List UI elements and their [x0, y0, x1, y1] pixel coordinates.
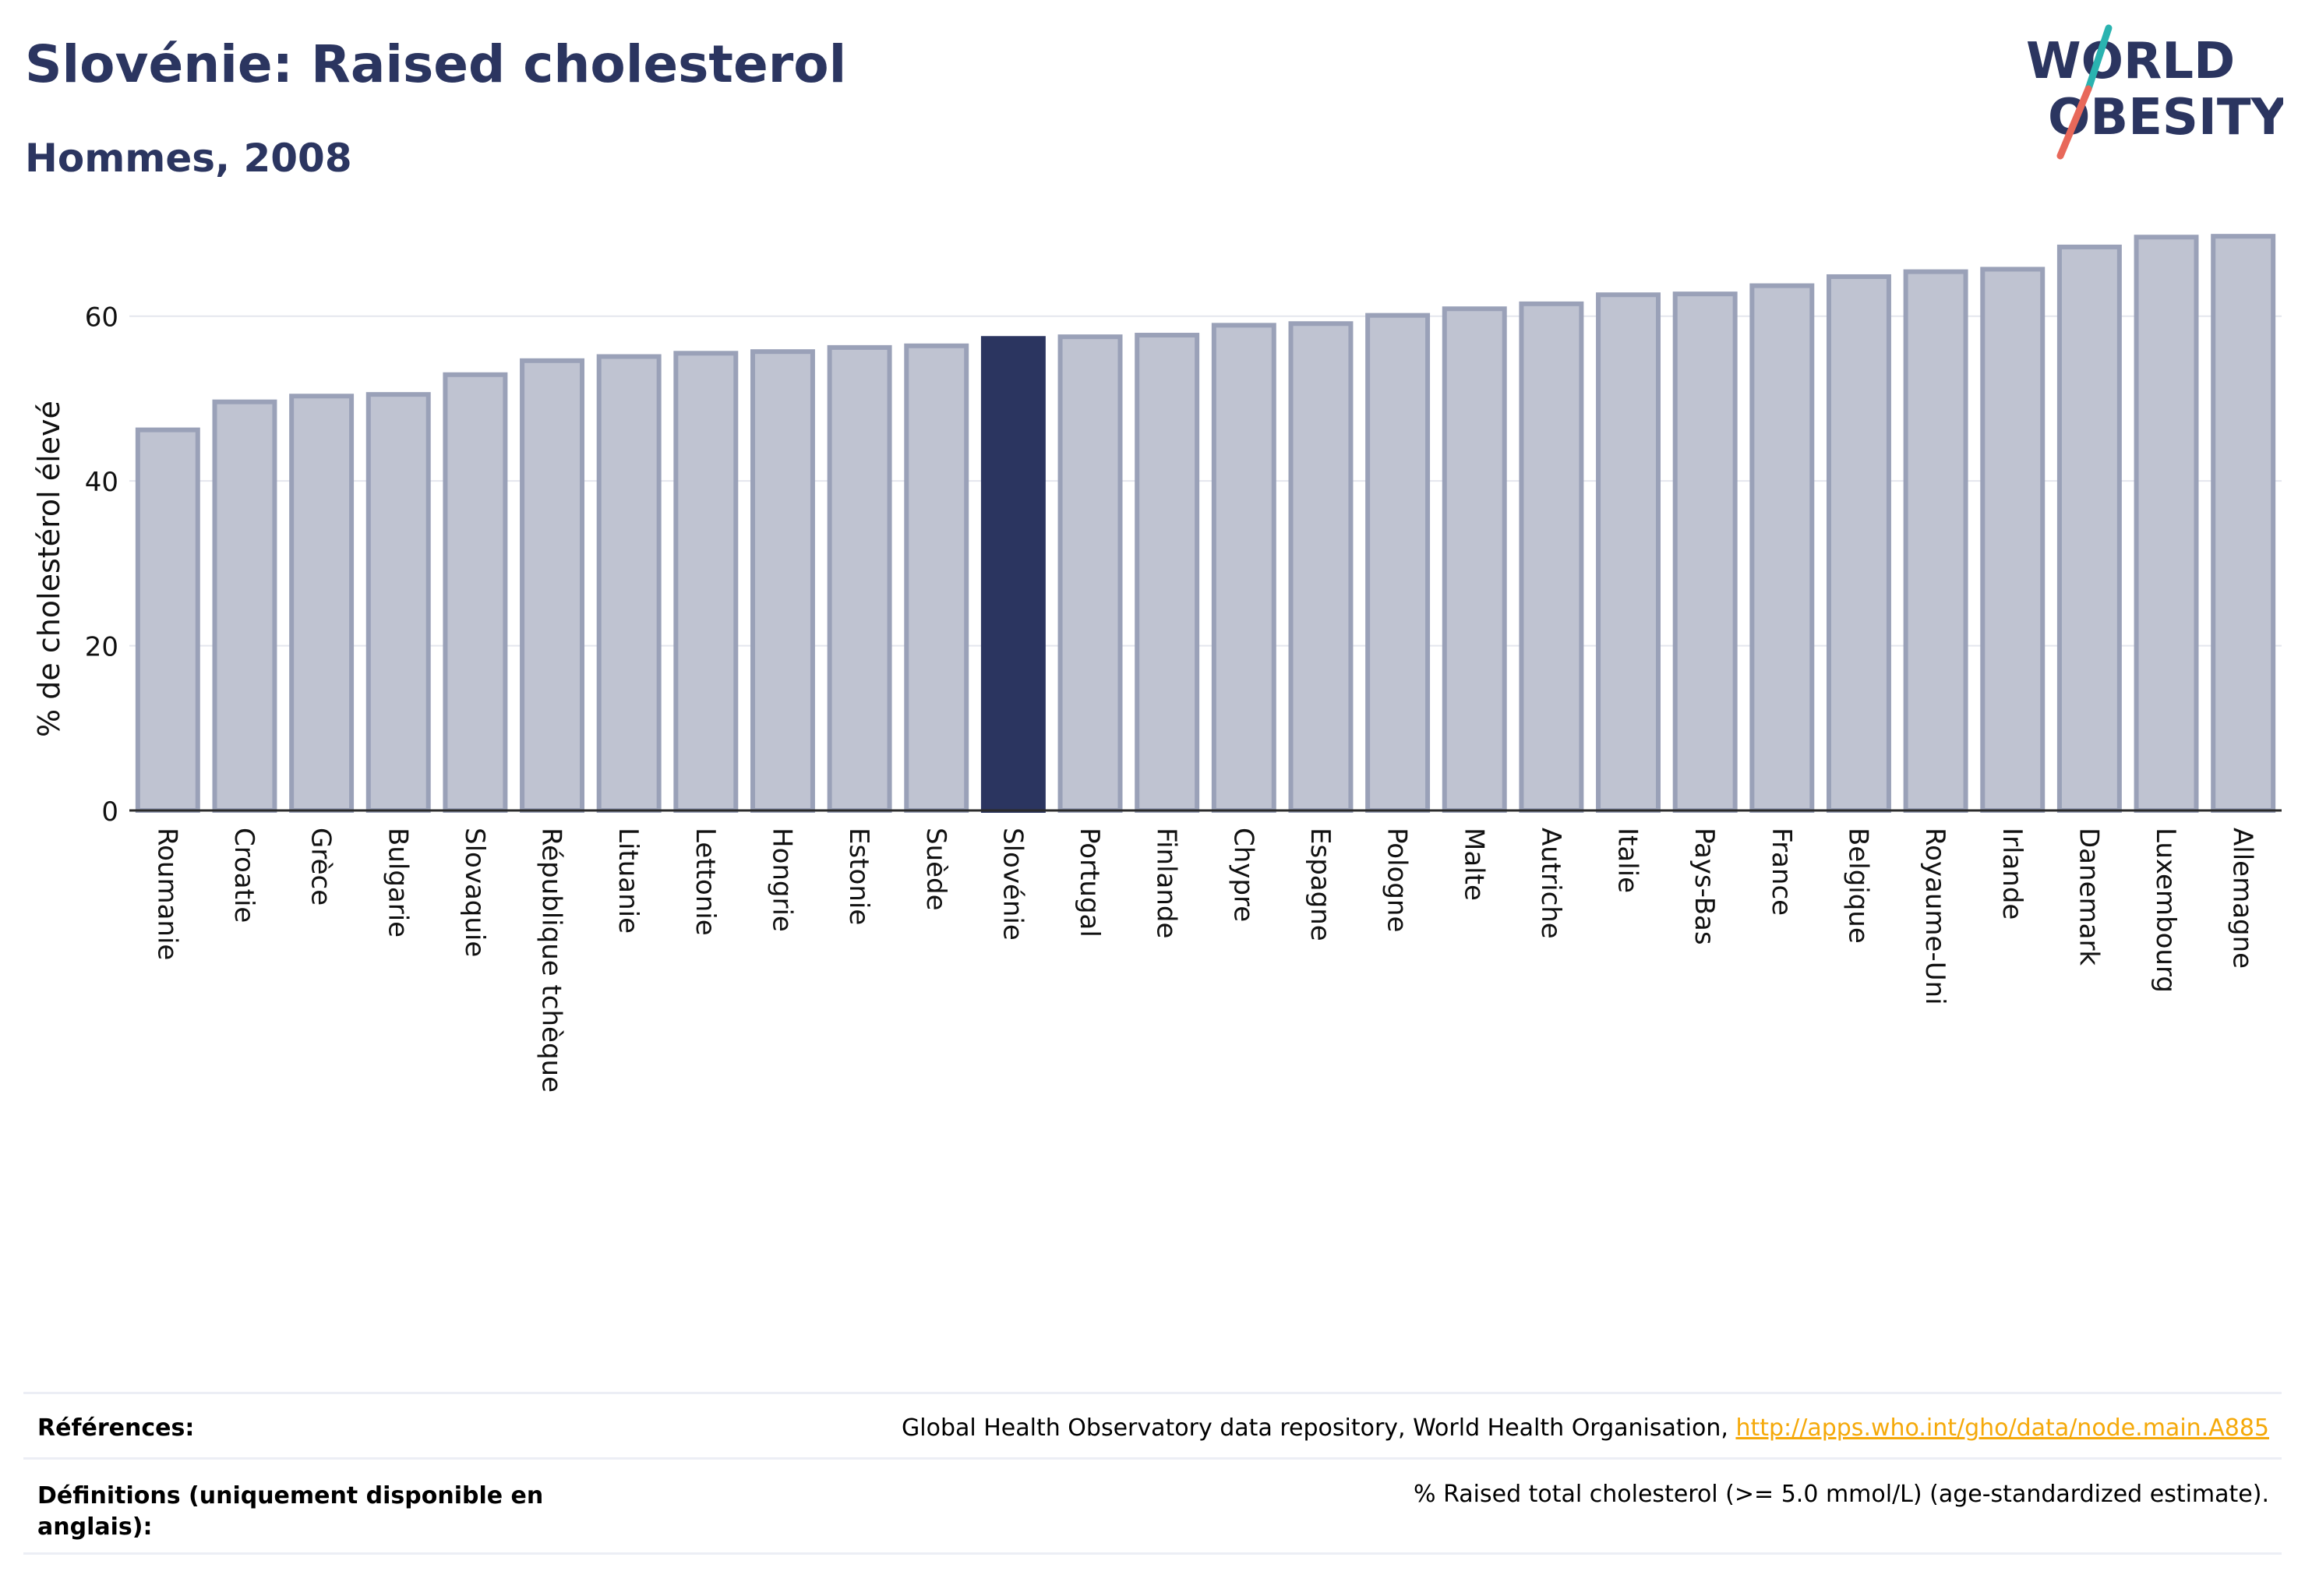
x-tick-label: Slovénie [997, 828, 1028, 941]
bar-hongrie [750, 349, 815, 813]
bar-suède [904, 343, 969, 813]
x-tick-label: Pays-Bas [1689, 828, 1720, 945]
footer-divider-bottom [23, 1552, 2282, 1555]
bar-estonie [827, 344, 892, 813]
bar-portugal [1057, 334, 1123, 813]
x-tick-label: Lituanie [612, 828, 644, 934]
y-tick-label: 0 [101, 796, 118, 828]
y-tick-label: 20 [85, 632, 118, 663]
x-tick-label: France [1766, 828, 1797, 916]
references-value: Global Health Observatory data repositor… [902, 1414, 2269, 1442]
bar-france [1749, 283, 1815, 814]
bar-lituanie [596, 354, 662, 813]
x-tick-label: Estonie [843, 828, 874, 925]
x-tick-label: Allemagne [2227, 828, 2258, 969]
bar-espagne [1288, 321, 1354, 813]
page-title: Slovénie: Raised cholesterol [25, 34, 847, 94]
bar-roumanie [135, 427, 200, 813]
x-tick-label: Espagne [1304, 828, 1336, 941]
x-tick-label: Roumanie [151, 828, 182, 960]
bar-république-tchèque [520, 358, 585, 813]
x-tick-label: République tchèque [536, 828, 567, 1093]
x-tick-label: Hongrie [766, 828, 797, 932]
definitions-label: Définitions (uniquement disponible en an… [37, 1482, 544, 1541]
x-tick-label: Pologne [1382, 828, 1413, 932]
x-tick-label: Portugal [1074, 828, 1105, 937]
bar-irlande [1980, 267, 2046, 813]
bar-italie [1596, 292, 1661, 813]
references-text: Global Health Observatory data repositor… [902, 1414, 1736, 1442]
bar-bulgarie [365, 392, 431, 813]
bar-danemark [2056, 244, 2122, 813]
bar-belgique [1826, 274, 1891, 813]
x-tick-label: Croatie [228, 828, 259, 923]
x-tick-label: Chypre [1227, 828, 1258, 922]
x-tick-label: Belgique [1842, 828, 1873, 944]
bar-lettonie [673, 351, 739, 813]
y-tick-label: 60 [85, 302, 118, 334]
bar-grèce [289, 394, 355, 813]
world-obesity-logo: WORLD OBESITY [2026, 24, 2283, 160]
references-label: Références: [37, 1414, 195, 1442]
bar-malte [1442, 306, 1507, 813]
bar-autriche [1519, 301, 1584, 814]
x-tick-label: Bulgarie [382, 828, 413, 937]
references-link[interactable]: http://apps.who.int/gho/data/node.main.A… [1735, 1414, 2269, 1442]
x-tick-label: Danemark [2073, 828, 2104, 966]
x-tick-label: Malte [1458, 828, 1489, 901]
bar-slovénie [980, 336, 1046, 813]
x-tick-label: Slovaquie [459, 828, 490, 957]
tick-labels: 0 20 40 60 Roumanie Croatie Grèce Bulgarie Slova… [85, 302, 2258, 1093]
bars [135, 234, 2276, 814]
definitions-value: % Raised total cholesterol (>= 5.0 mmol/… [1414, 1481, 2269, 1508]
x-tick-label: Luxembourg [2150, 828, 2181, 993]
logo-teal-slash [2084, 24, 2113, 93]
logo-red-slash [2056, 85, 2092, 160]
x-tick-label: Grèce [305, 828, 337, 906]
bar-pays-bas [1672, 291, 1738, 813]
bar-royaume-uni [1903, 269, 1968, 813]
bar-croatie [212, 399, 277, 813]
x-tick-label: Suède [920, 828, 951, 911]
x-tick-label: Italie [1612, 828, 1643, 893]
bar-chypre [1211, 323, 1276, 814]
bar-luxembourg [2134, 235, 2199, 813]
page-subtitle: Hommes, 2008 [25, 136, 352, 181]
x-tick-label: Finlande [1151, 828, 1182, 938]
x-tick-label: Royaume-Uni [1919, 828, 1950, 1005]
x-tick-label: Lettonie [690, 828, 721, 936]
bar-slovaquie [443, 372, 508, 813]
footer-divider-top [23, 1392, 2282, 1394]
x-tick-label: Autriche [1535, 828, 1566, 939]
y-axis-label: % de cholestérol élevé [32, 401, 66, 737]
bar-allemagne [2211, 234, 2276, 813]
logo-text-line1: WORLD [2026, 33, 2235, 90]
bar-chart: 0 20 40 60 Roumanie Croatie Grèce Bulgarie Slova… [32, 234, 2282, 1093]
footer-divider-middle [23, 1457, 2282, 1460]
bar-pologne [1365, 312, 1431, 813]
y-tick-label: 40 [85, 467, 118, 498]
bar-finlande [1135, 333, 1200, 813]
x-tick-label: Irlande [1996, 828, 2028, 920]
